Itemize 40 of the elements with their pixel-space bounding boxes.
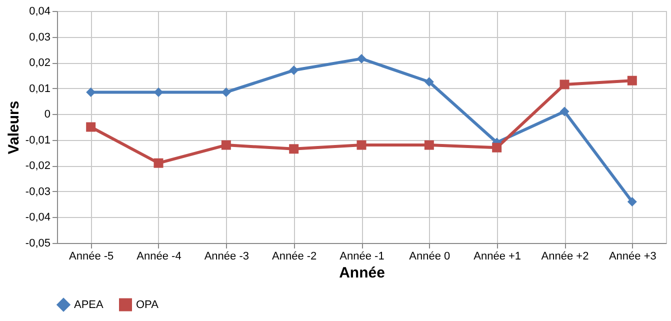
y-tick-label: 0	[44, 108, 50, 121]
point	[221, 87, 231, 97]
point	[154, 87, 164, 97]
y-tick-label: -0,03	[25, 186, 50, 198]
point	[86, 122, 96, 132]
y-tick-label: 0,02	[29, 57, 50, 70]
x-tick-label: Année -2	[272, 250, 317, 262]
y-tick-label: 0,03	[29, 31, 50, 44]
y-tick-label: -0,04	[25, 212, 50, 224]
x-tick-label: Année 0	[409, 250, 450, 262]
x-tick-label: Année -3	[204, 250, 249, 262]
point	[221, 140, 231, 150]
y-axis-title: Valeurs	[5, 100, 22, 154]
point	[560, 80, 570, 90]
x-tick-label: Année +3	[608, 250, 656, 262]
y-tick-label: 0,01	[29, 82, 50, 95]
x-tick-label: Année -1	[340, 250, 384, 262]
legend-label: OPA	[136, 298, 160, 311]
point	[289, 144, 299, 154]
point	[424, 140, 434, 150]
point	[627, 197, 637, 206]
point	[289, 66, 299, 76]
x-tick-label: Année +2	[541, 250, 589, 262]
x-axis-title: Année	[339, 264, 385, 282]
x-tick-label: Année +1	[474, 250, 522, 262]
y-tick-label: 0,04	[29, 6, 50, 18]
y-tick-label: -0,01	[25, 134, 50, 146]
x-tick-label: Année -4	[136, 250, 182, 262]
point	[492, 142, 502, 152]
point	[424, 77, 434, 87]
legend-label: APEA	[74, 298, 104, 311]
point	[356, 54, 366, 64]
point	[627, 76, 637, 86]
point	[560, 106, 570, 116]
y-tick-label: -0,02	[25, 160, 50, 172]
point	[356, 140, 366, 150]
y-tick-label: -0,05	[25, 238, 50, 250]
point	[154, 158, 164, 168]
point	[86, 87, 96, 97]
x-tick-label: Année -5	[69, 250, 114, 262]
